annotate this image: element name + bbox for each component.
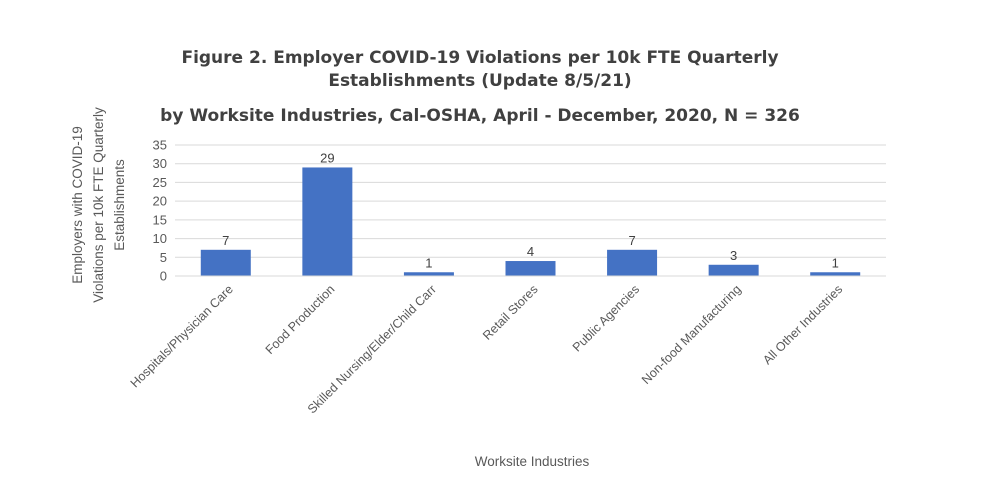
y-axis-title-line-3: Establishments	[112, 159, 127, 251]
chart-title-line-1: Figure 2. Employer COVID-19 Violations p…	[181, 48, 778, 68]
y-tick-label: 15	[153, 212, 167, 227]
data-label: 1	[832, 255, 839, 270]
bar	[708, 264, 759, 276]
bar	[810, 272, 861, 276]
y-tick-label: 20	[153, 194, 167, 209]
bar	[302, 167, 353, 276]
x-axis-title: Worksite Industries	[475, 454, 590, 469]
x-category-label: Non-food Manufacturing	[639, 282, 744, 387]
data-label: 3	[730, 248, 737, 263]
y-tick-label: 10	[153, 231, 167, 246]
y-axis-title-line-2: Violations per 10k FTE Quarterly	[91, 107, 106, 303]
x-category-label: Food Production	[263, 282, 338, 357]
x-category-label: Public Agencies	[570, 282, 642, 354]
bar	[403, 272, 454, 276]
y-axis-title: Employers with COVID-19 Violations per 1…	[70, 107, 127, 303]
data-labels: 7 29 1 4 7 3 1	[222, 150, 839, 270]
y-axis-ticks: 0 5 10 15 20 25 30 35	[153, 138, 167, 284]
gridlines	[175, 144, 886, 258]
x-category-label: All Other Industries	[760, 282, 845, 367]
y-tick-label: 25	[153, 175, 167, 190]
y-tick-label: 0	[160, 269, 167, 284]
x-category-label: Hospitals/Physician Care	[128, 282, 236, 390]
chart-title-line-3: by Worksite Industries, Cal-OSHA, April …	[160, 106, 800, 126]
bar	[200, 249, 251, 276]
y-tick-label: 5	[160, 250, 167, 265]
y-tick-label: 35	[153, 138, 167, 153]
y-axis-title-line-1: Employers with COVID-19	[70, 126, 85, 284]
x-axis-categories: Hospitals/Physician Care Food ProductionS…	[128, 282, 846, 416]
chart-title: Figure 2. Employer COVID-19 Violations p…	[160, 48, 800, 126]
bar	[607, 249, 658, 276]
data-label: 1	[425, 255, 432, 270]
chart-title-line-2: Establishments (Update 8/5/21)	[328, 71, 631, 91]
data-label: 4	[527, 244, 534, 259]
data-label: 7	[628, 233, 635, 248]
data-label: 29	[320, 150, 334, 165]
data-label: 7	[222, 233, 229, 248]
y-tick-label: 30	[153, 156, 167, 171]
bars	[200, 167, 861, 276]
bar	[505, 261, 556, 276]
x-category-label: Retail Stores	[480, 282, 541, 343]
